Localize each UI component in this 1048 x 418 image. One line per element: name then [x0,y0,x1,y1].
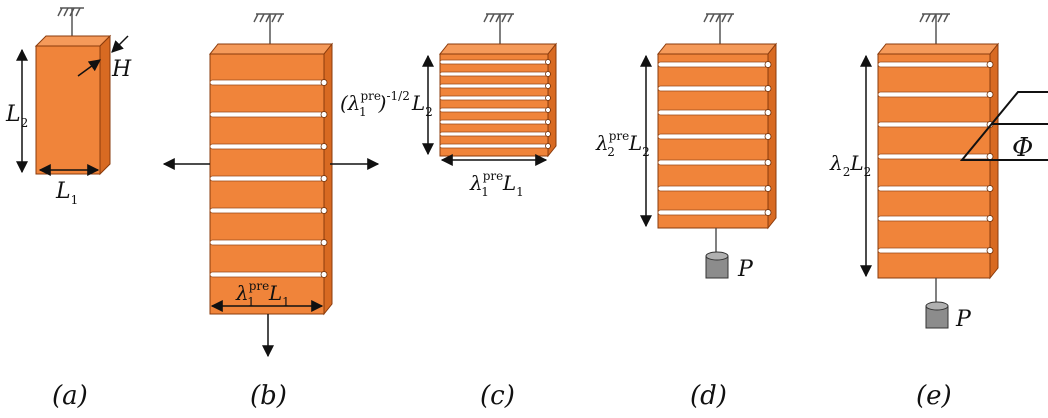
slit [877,185,991,192]
slit [209,207,325,214]
slit [657,185,769,192]
slit-end [320,239,328,246]
slit [209,111,325,118]
slit [439,83,549,89]
slit-end [545,95,551,101]
slit-end [986,91,994,98]
slit [209,143,325,150]
weight-icon [705,251,729,279]
caption-e: (e) [916,381,952,411]
caption-c: (c) [480,381,515,411]
slit [877,215,991,222]
slit-end [986,61,994,68]
slit-end [320,143,328,150]
slit [877,153,991,160]
slit [439,143,549,149]
panel-d: λpre 2 L2 P (d) [595,13,778,411]
ground-hatch-icon [703,13,734,44]
ground-hatch-icon [57,7,84,36]
slit [877,121,991,128]
slit [657,209,769,216]
slit [439,119,549,125]
slit-end [764,185,772,192]
slit [209,175,325,182]
slit [877,61,991,68]
slits-c [439,59,551,149]
slit-end [320,111,328,118]
slit-end [545,143,551,149]
slit [657,85,769,92]
panel-c: (λpre 1)-1/2 L2 λpre 1 L1 (c) [340,13,558,411]
caption-a: (a) [52,381,88,411]
block-d [656,42,778,230]
arrow-icon [77,59,101,77]
label-H: H [111,57,132,82]
slit-end [545,131,551,137]
block-c [438,42,558,158]
block-a [34,34,112,176]
arrow-icon [111,35,129,53]
weight-label-e: P [955,307,972,332]
caption-b: (b) [250,381,287,411]
slit [657,61,769,68]
label-L2: L2 [5,102,28,130]
slit [657,109,769,116]
slit-end [764,133,772,140]
slit-end [320,175,328,182]
slit [657,133,769,140]
label-width-b: λpre 1 L1 [235,279,290,309]
label-width-c: λpre 1 L1 [469,169,524,199]
slit [209,239,325,246]
ground-hatch-icon [483,13,514,44]
slit-end [545,59,551,65]
slit-end [545,107,551,113]
weight-icon [925,301,949,329]
slit-end [545,83,551,89]
label-height-e: λ2L2 [829,151,871,179]
block-e [876,42,1000,280]
label-height-d: λpre 2 L2 [595,129,650,159]
slit-end [320,79,328,86]
slit [439,107,549,113]
ground-hatch-icon [919,13,950,44]
slit [877,247,991,254]
slit-end [764,61,772,68]
slit-end [545,71,551,77]
slit [877,91,991,98]
slit [657,159,769,166]
slits-d [657,61,772,216]
slit-end [320,207,328,214]
panel-b: λpre 1 L1 (b) [162,13,380,411]
block-b [208,42,334,316]
slit-end [986,215,994,222]
slits-b [209,79,328,278]
weight-label-d: P [737,257,754,282]
slit-end [545,119,551,125]
label-angle-e: Φ [1012,133,1033,163]
slit [209,79,325,86]
slit-end [764,159,772,166]
angle-plane-icon [959,91,1048,161]
slit [209,271,325,278]
slit [439,95,549,101]
slit [439,131,549,137]
slit-end [986,153,994,160]
slits-e [877,61,994,254]
label-L1: L1 [55,179,78,207]
slit-end [764,209,772,216]
slit-end [986,185,994,192]
label-height-c: (λpre 1)-1/2 L2 [340,89,433,119]
panel-e: λ2L2 Φ P (e) [829,13,1048,411]
slit-end [764,109,772,116]
caption-d: (d) [690,381,727,411]
panel-a: L2 L1 H (a) [5,7,132,411]
ground-hatch-icon [253,13,284,44]
slit [439,71,549,77]
slit-end [986,247,994,254]
slit-end [320,271,328,278]
slit [439,59,549,65]
slit-end [764,85,772,92]
